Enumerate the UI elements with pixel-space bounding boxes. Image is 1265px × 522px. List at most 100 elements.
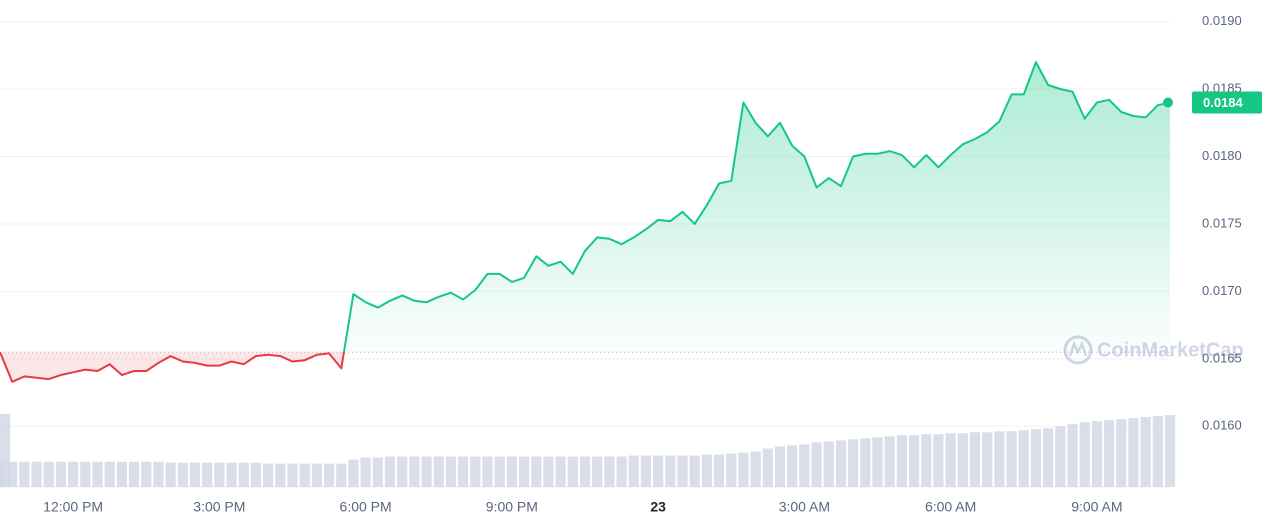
y-tick-label: 0.0180	[1202, 148, 1242, 163]
volume-bar	[55, 461, 67, 487]
volume-bar	[470, 456, 481, 487]
x-tick-label: 6:00 PM	[340, 499, 392, 515]
volume-bar	[628, 455, 639, 487]
y-tick-label: 0.0165	[1202, 350, 1242, 365]
volume-bar	[1067, 424, 1078, 487]
volume-bar	[1128, 418, 1139, 487]
volume-bar	[384, 456, 396, 487]
volume-bar	[1140, 417, 1151, 487]
volume-bar	[884, 436, 895, 487]
volume-bar	[165, 462, 176, 487]
x-tick-label: 9:00 AM	[1071, 499, 1122, 515]
volume-bar	[531, 456, 542, 487]
volume-bar	[799, 444, 810, 487]
volume-bar	[994, 431, 1005, 487]
volume-bar	[323, 463, 335, 487]
volume-bar	[263, 463, 274, 487]
volume-bar	[104, 461, 115, 487]
volume-bar	[969, 432, 981, 487]
volume-bar	[238, 462, 249, 487]
volume-bar	[957, 433, 968, 487]
volume-bar	[1018, 430, 1029, 487]
volume-bar	[31, 461, 42, 487]
volume-bar	[689, 455, 700, 487]
volume-bar	[336, 463, 347, 487]
volume-bar	[811, 442, 822, 487]
volume-bar	[116, 461, 127, 487]
price-tag	[1192, 91, 1262, 114]
volume-bar	[738, 452, 749, 487]
volume-bar	[360, 457, 371, 487]
volume-bar	[933, 434, 944, 487]
volume-bar	[299, 463, 310, 487]
price-area	[0, 62, 1170, 382]
volume-bar	[506, 456, 517, 487]
volume-bar	[202, 462, 213, 487]
volume-bar	[750, 451, 761, 487]
volume-bar	[372, 457, 383, 487]
volume-bar	[762, 448, 773, 487]
volume-bar	[68, 461, 79, 487]
volume-bar	[616, 456, 627, 487]
volume-bar	[592, 456, 603, 487]
volume-bar	[653, 455, 664, 487]
y-tick-label: 0.0190	[1202, 13, 1242, 28]
volume-bar	[409, 456, 420, 487]
volume-bar	[482, 456, 493, 487]
volume-bar	[945, 433, 956, 487]
volume-bar	[567, 456, 578, 487]
volume-bar	[579, 456, 591, 487]
volume-bar	[287, 463, 298, 487]
volume-bar	[908, 435, 920, 487]
volume-bar	[19, 461, 30, 487]
volume-bar	[872, 437, 883, 487]
volume-bar	[141, 461, 152, 487]
volume-bar	[982, 432, 993, 487]
volume-bar	[214, 462, 225, 487]
volume-bar	[665, 455, 676, 487]
volume-bar	[433, 456, 444, 487]
volume-bar	[640, 455, 652, 487]
volume-bar	[1103, 420, 1115, 487]
volume-bar	[713, 454, 725, 487]
x-tick-label: 6:00 AM	[925, 499, 976, 515]
volume-bar	[250, 462, 262, 487]
volume-bar	[823, 441, 834, 487]
volume-bar	[1116, 419, 1127, 487]
volume-bar	[0, 414, 11, 487]
volume-bar	[92, 461, 103, 487]
volume-bar	[848, 439, 859, 487]
volume-bar	[1030, 429, 1042, 487]
volume-bar	[7, 461, 18, 487]
y-tick-label: 0.0170	[1202, 283, 1242, 298]
volume-bar	[1006, 431, 1017, 487]
volume-bar	[494, 456, 505, 487]
volume-bar	[774, 446, 786, 487]
volume-bar	[397, 456, 408, 487]
volume-bar	[787, 445, 798, 487]
volume-bar	[543, 456, 554, 487]
y-tick-label: 0.0175	[1202, 215, 1242, 230]
volume-bar	[128, 461, 140, 487]
volume-bar	[604, 456, 615, 487]
price-line	[0, 61, 1171, 383]
volume-bar	[43, 461, 54, 487]
price-tag-label: 0.0184	[1203, 95, 1244, 110]
volume-bar	[311, 463, 322, 487]
volume-bar	[1152, 416, 1163, 487]
volume-bar	[921, 434, 932, 487]
last-point	[1163, 97, 1173, 108]
volume-bar	[1164, 415, 1176, 487]
volume-bar	[518, 456, 530, 487]
volume-bar	[726, 453, 737, 487]
x-tick-label: 9:00 PM	[486, 499, 538, 515]
x-tick-label: 12:00 PM	[43, 499, 103, 515]
x-tick-label: 23	[650, 499, 666, 515]
volume-bar	[275, 463, 286, 487]
volume-bar	[1091, 421, 1102, 487]
volume-bar	[896, 435, 907, 487]
volume-bar	[189, 462, 201, 487]
volume-bar	[1079, 422, 1090, 487]
